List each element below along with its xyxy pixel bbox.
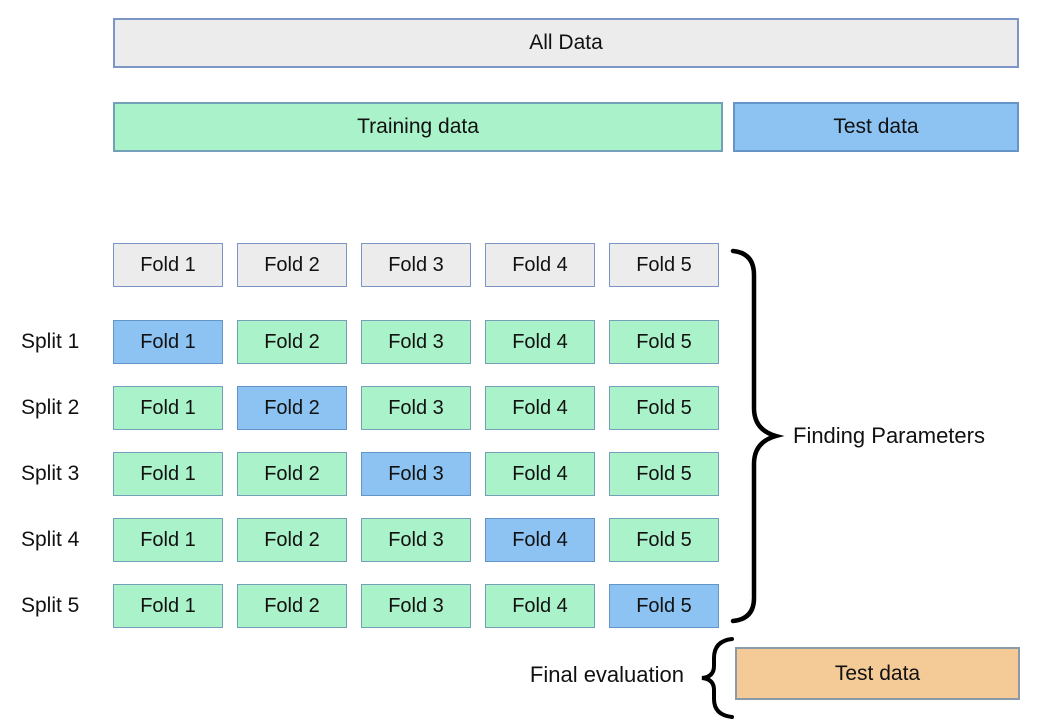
train-fold-box: Fold 3 [361,518,471,562]
train-fold-box: Fold 2 [237,452,347,496]
test-fold-box: Fold 2 [237,386,347,430]
split-label: Split 4 [21,528,80,551]
split-label: Split 3 [21,462,80,485]
train-fold-box: Fold 1 [113,584,223,628]
train-fold-box: Fold 1 [113,518,223,562]
final-evaluation-label: Final evaluation [529,662,684,687]
train-fold-box: Fold 4 [485,584,595,628]
header-fold-box: Fold 5 [609,243,719,287]
test-fold-box: Fold 5 [609,584,719,628]
split-label: Split 1 [21,330,80,353]
train-fold-box: Fold 4 [485,320,595,364]
train-fold-box: Fold 2 [237,320,347,364]
train-fold-box: Fold 1 [113,452,223,496]
train-fold-box: Fold 4 [485,386,595,430]
all-data-bar: All Data [113,18,1019,68]
train-fold-box: Fold 1 [113,386,223,430]
header-fold-box: Fold 3 [361,243,471,287]
header-fold-box: Fold 4 [485,243,595,287]
train-fold-box: Fold 3 [361,584,471,628]
final-test-data-bar: Test data [735,647,1020,700]
split-label: Split 5 [21,594,80,617]
train-fold-box: Fold 4 [485,452,595,496]
header-fold-box: Fold 1 [113,243,223,287]
train-fold-box: Fold 5 [609,452,719,496]
train-fold-box: Fold 5 [609,386,719,430]
train-fold-box: Fold 5 [609,320,719,364]
test-fold-box: Fold 1 [113,320,223,364]
train-fold-box: Fold 5 [609,518,719,562]
header-fold-box: Fold 2 [237,243,347,287]
training-data-bar: Training data [113,102,723,152]
test-fold-box: Fold 3 [361,452,471,496]
test-fold-box: Fold 4 [485,518,595,562]
train-fold-box: Fold 3 [361,320,471,364]
final-evaluation-brace [701,637,734,719]
train-fold-box: Fold 3 [361,386,471,430]
split-label: Split 2 [21,396,80,419]
train-fold-box: Fold 2 [237,584,347,628]
test-data-bar: Test data [733,102,1019,152]
train-fold-box: Fold 2 [237,518,347,562]
finding-parameters-label: Finding Parameters [793,423,985,448]
finding-parameters-brace [730,248,785,624]
